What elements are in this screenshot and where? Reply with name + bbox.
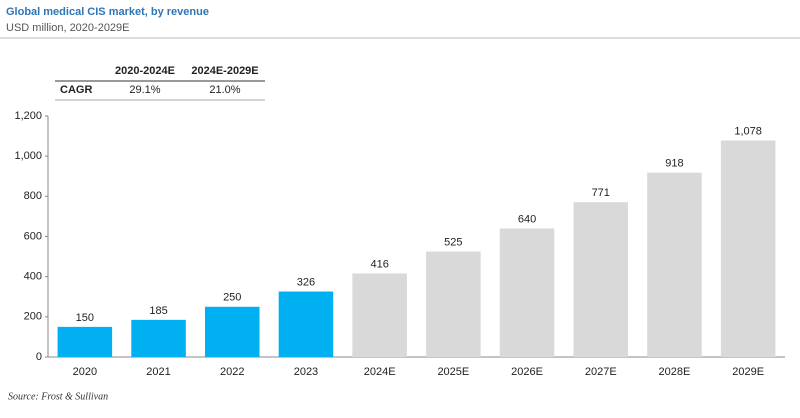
bar [720,140,776,357]
bar [647,172,702,357]
table-header: 2020-2024E [115,65,175,77]
bar [131,319,186,357]
table-header: 2024E-2029E [191,65,258,77]
y-tick-label: 0 [36,351,42,363]
data-label: 150 [76,312,94,324]
bar [499,228,555,357]
x-tick-label: 2024E [364,366,396,378]
bar [573,202,629,357]
y-tick-label: 200 [24,311,42,323]
data-label: 416 [370,258,388,270]
chart-subtitle: USD million, 2020-2029E [6,22,130,34]
y-tick-label: 400 [24,271,42,283]
data-label: 640 [518,213,536,225]
y-tick-label: 1,200 [14,110,42,122]
data-label: 1,078 [734,125,762,137]
data-label: 326 [297,276,315,288]
table-cell: 21.0% [209,84,240,96]
x-tick-label: 2023 [294,366,318,378]
x-tick-label: 2029E [732,366,764,378]
y-tick-label: 1,000 [14,150,42,162]
table-row-label: CAGR [60,84,92,96]
x-tick-label: 2026E [511,366,543,378]
y-tick-label: 600 [24,230,42,242]
data-label: 525 [444,236,462,248]
data-label: 185 [149,305,167,317]
bar [57,326,113,357]
y-tick-label: 800 [24,190,42,202]
bar [352,273,407,357]
data-label: 771 [592,187,610,199]
x-tick-label: 2021 [146,366,170,378]
x-tick-label: 2027E [585,366,617,378]
x-tick-label: 2028E [659,366,691,378]
x-tick-label: 2025E [437,366,469,378]
bar [278,291,334,357]
x-tick-label: 2020 [73,366,97,378]
data-label: 250 [223,292,241,304]
data-label: 918 [665,158,683,170]
chart-title: Global medical CIS market, by revenue [6,6,209,18]
table-cell: 29.1% [129,84,160,96]
bar [426,251,481,357]
x-tick-label: 2022 [220,366,244,378]
source: Source: Frost & Sullivan [8,391,108,402]
bar [204,306,260,357]
